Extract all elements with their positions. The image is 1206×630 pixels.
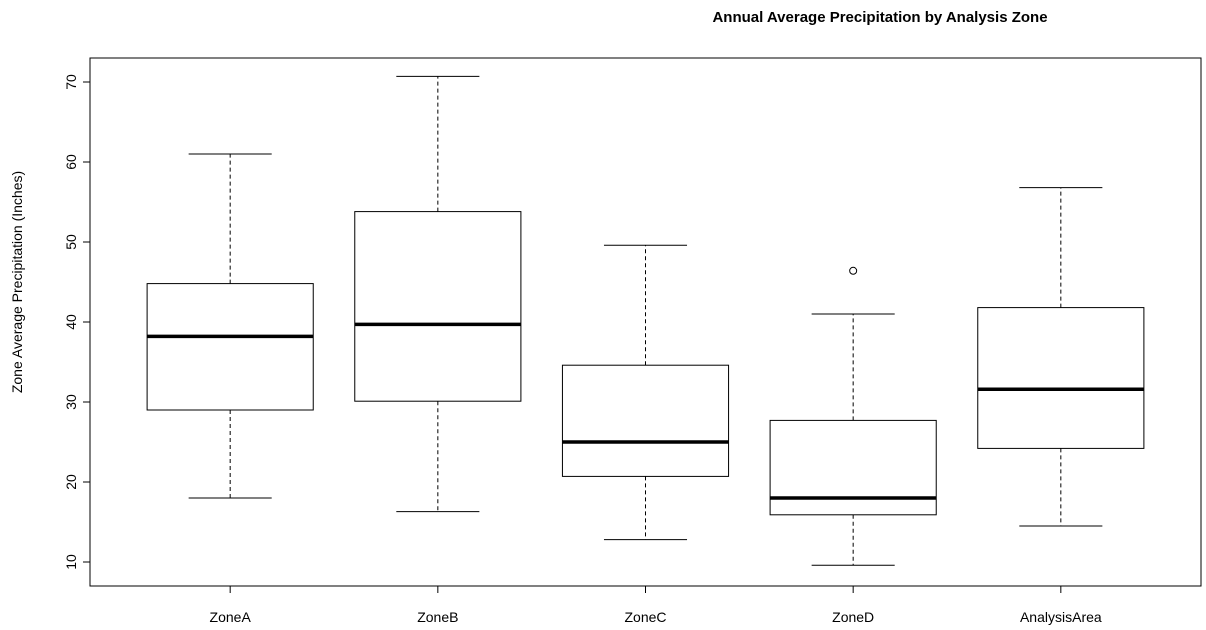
y-axis-title: Zone Average Precipitation (Inches) bbox=[9, 171, 25, 393]
iqr-box bbox=[769, 419, 937, 516]
iqr-box bbox=[354, 211, 522, 402]
y-tick-label: 70 bbox=[63, 74, 79, 90]
x-tick-label: ZoneB bbox=[417, 609, 458, 625]
box-group bbox=[146, 153, 314, 499]
x-tick-label: ZoneC bbox=[624, 609, 666, 625]
chart-title: Annual Average Precipitation by Analysis… bbox=[712, 9, 1047, 26]
iqr-box bbox=[977, 307, 1145, 449]
box-group bbox=[977, 187, 1145, 527]
box-series bbox=[146, 75, 1145, 566]
box-group bbox=[561, 244, 730, 541]
box-group bbox=[769, 266, 937, 566]
x-tick-label: AnalysisArea bbox=[1020, 609, 1102, 625]
x-axis: ZoneA ZoneB ZoneC ZoneD AnalysisArea bbox=[210, 586, 1102, 625]
y-tick-label: 60 bbox=[63, 154, 79, 170]
x-tick-label: ZoneD bbox=[832, 609, 874, 625]
iqr-box bbox=[146, 283, 314, 411]
y-axis: 10 20 30 40 50 60 70 bbox=[63, 74, 90, 570]
outlier-point bbox=[849, 266, 858, 275]
y-tick-label: 30 bbox=[63, 394, 79, 410]
y-tick-label: 10 bbox=[63, 554, 79, 570]
x-tick-label: ZoneA bbox=[210, 609, 252, 625]
y-tick-label: 50 bbox=[63, 234, 79, 250]
y-tick-label: 40 bbox=[63, 314, 79, 330]
y-tick-label: 20 bbox=[63, 474, 79, 490]
box-group bbox=[354, 75, 522, 513]
iqr-box bbox=[561, 364, 730, 477]
